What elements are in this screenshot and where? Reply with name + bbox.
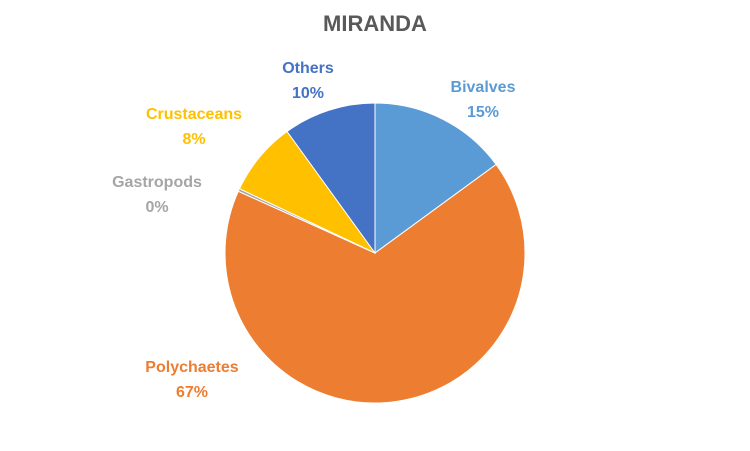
pie-slice (286, 102, 376, 255)
slice-value-label: 0% (145, 199, 168, 216)
slice-value-label: 10% (292, 85, 324, 102)
slice-label: Gastropods (112, 174, 202, 191)
slice-value-label: 15% (467, 104, 499, 121)
chart-title: MIRANDA (323, 11, 427, 36)
slice-value-label: 67% (176, 384, 208, 401)
slice-label: Polychaetes (145, 359, 238, 376)
slice-value-label: 8% (182, 131, 205, 148)
slice-label: Others (282, 60, 334, 77)
slice-label: Crustaceans (146, 106, 242, 123)
slice-label: Bivalves (451, 79, 516, 96)
pie-slice (224, 163, 526, 404)
pie-slice (374, 102, 497, 254)
